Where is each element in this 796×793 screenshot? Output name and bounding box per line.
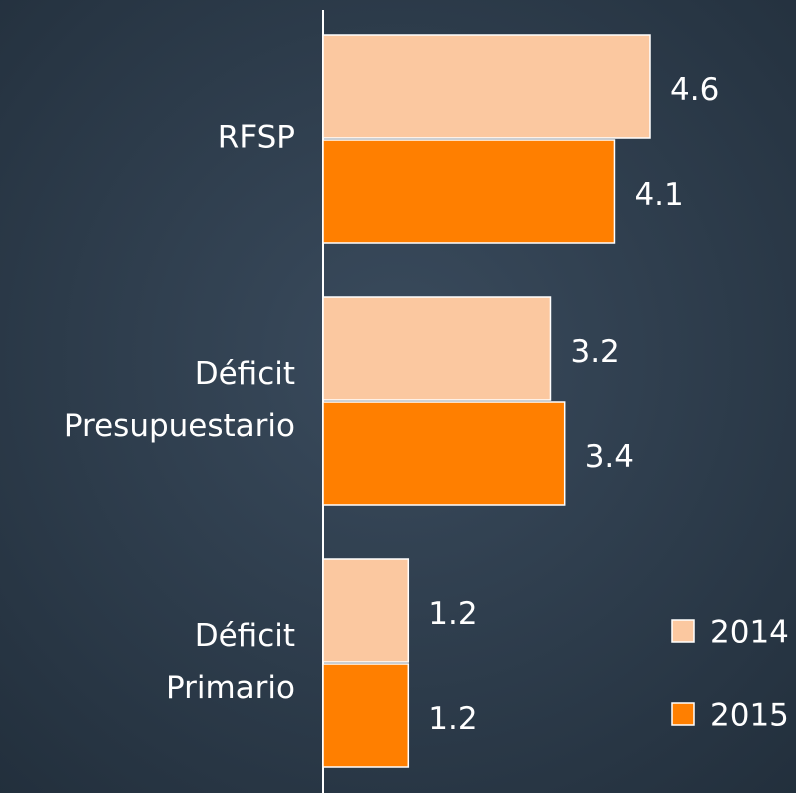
value-label: 1.2 [428,596,477,632]
bar [322,139,616,244]
value-label: 3.4 [585,439,634,475]
bar [322,558,410,663]
bar [322,663,410,768]
category-label: Déficit Presupuestario [64,356,295,444]
value-label: 4.1 [634,177,683,213]
category-label: RFSP [218,120,295,156]
category-label-line: Déficit [195,356,295,392]
bar [322,401,566,506]
category-label-line: Déficit [195,618,295,654]
bar [322,296,552,401]
value-label: 1.2 [428,701,477,737]
category-label-line: Presupuestario [64,408,295,444]
value-label: 4.6 [670,72,719,108]
value-label: 3.2 [570,334,619,370]
category-label: Déficit Primario [166,618,295,706]
category-label-line: Primario [166,670,295,706]
bar [322,34,651,139]
legend-swatch [671,619,695,643]
legend-label: 2015 [710,698,789,734]
legend-swatch [671,702,695,726]
legend-label: 2014 [710,615,789,651]
